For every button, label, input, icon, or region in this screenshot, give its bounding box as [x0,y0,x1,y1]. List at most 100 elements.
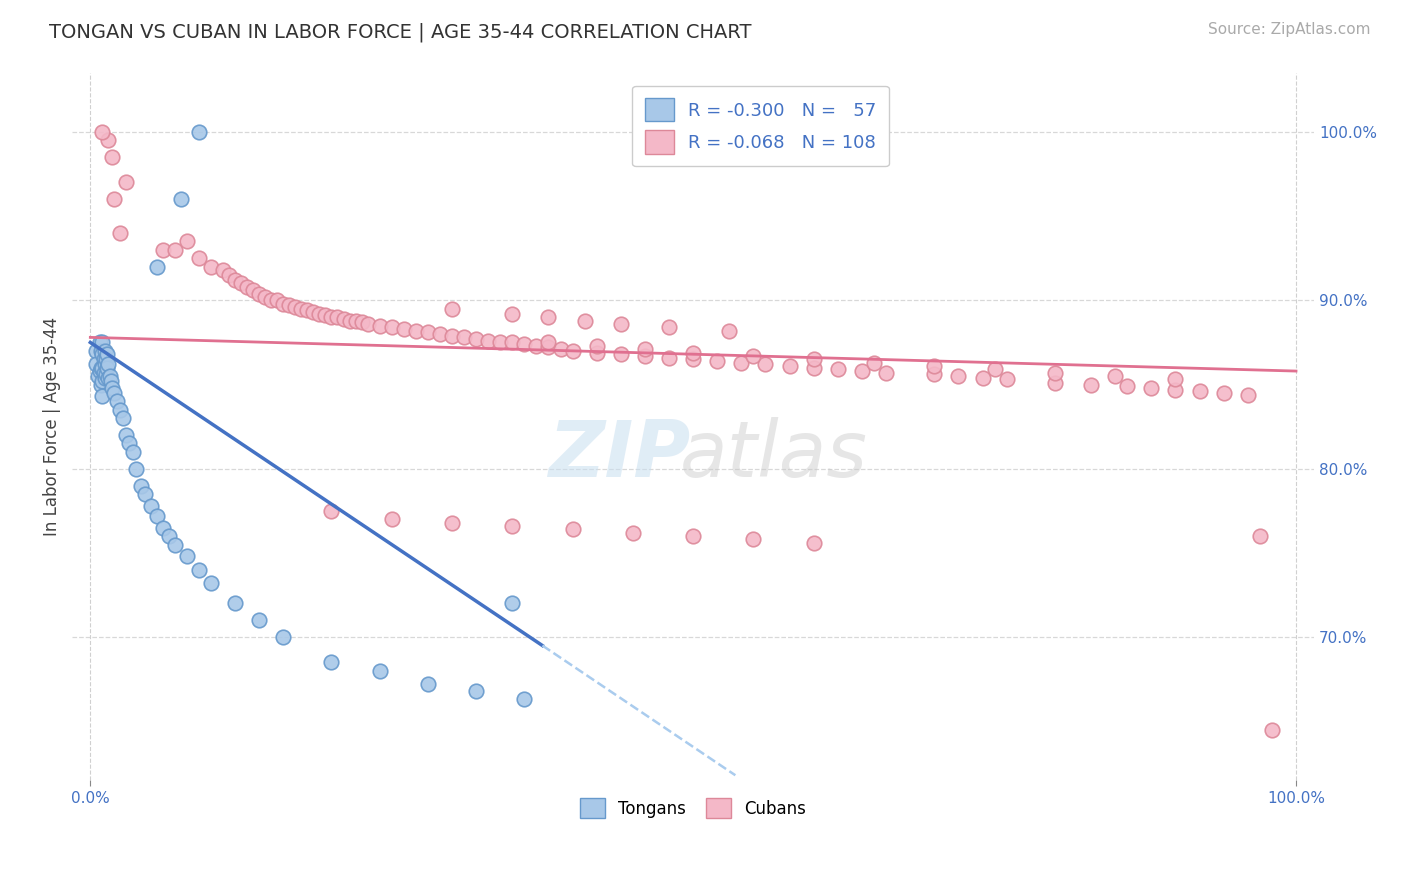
Point [924,359,946,373]
Point [1140,381,1163,395]
Point [803,536,825,550]
Point [284,300,307,314]
Point [851,364,873,378]
Point [163,243,186,257]
Point [827,362,849,376]
Text: Source: ZipAtlas.com: Source: ZipAtlas.com [1208,22,1371,37]
Point [416,326,439,340]
Point [754,357,776,371]
Point [1188,384,1211,399]
Point [1043,376,1066,390]
Point [176,549,198,564]
Point [574,313,596,327]
Point [561,343,583,358]
Point [236,280,259,294]
Point [224,273,246,287]
Point [682,529,704,543]
Point [176,235,198,249]
Point [266,293,288,308]
Point [129,478,152,492]
Point [381,512,404,526]
Point [1043,366,1066,380]
Point [1080,377,1102,392]
Point [187,125,209,139]
Point [326,310,349,325]
Point [314,309,336,323]
Point [100,374,122,388]
Point [440,301,463,316]
Point [110,402,132,417]
Point [948,369,970,384]
Point [537,341,560,355]
Point [101,150,124,164]
Point [489,335,512,350]
Point [621,525,644,540]
Point [863,356,886,370]
Point [103,386,125,401]
Point [501,307,523,321]
Point [260,293,283,308]
Point [501,519,523,533]
Point [115,428,138,442]
Point [96,360,118,375]
Point [94,371,117,385]
Point [121,445,143,459]
Point [321,310,343,325]
Point [152,521,174,535]
Point [125,461,148,475]
Point [271,296,294,310]
Point [94,343,117,358]
Point [90,377,112,392]
Point [86,357,108,371]
Point [170,192,193,206]
Point [501,335,523,350]
Point [440,328,463,343]
Point [103,192,125,206]
Point [321,504,343,518]
Point [91,389,114,403]
Point [392,322,415,336]
Point [350,315,373,329]
Point [247,286,270,301]
Point [706,354,728,368]
Point [344,313,367,327]
Point [730,356,752,370]
Point [86,369,108,384]
Point [139,499,162,513]
Point [368,318,391,333]
Text: ZIP: ZIP [547,417,690,493]
Point [405,324,427,338]
Point [658,351,681,365]
Point [634,342,657,356]
Point [995,372,1018,386]
Point [1212,386,1234,401]
Point [254,290,277,304]
Point [152,243,174,257]
Point [97,133,120,147]
Point [368,664,391,678]
Point [513,337,536,351]
Point [356,317,378,331]
Point [332,311,354,326]
Point [585,345,607,359]
Point [561,522,583,536]
Point [501,597,523,611]
Point [247,613,270,627]
Point [682,345,704,359]
Point [302,305,325,319]
Point [145,508,167,523]
Point [742,349,765,363]
Point [101,381,124,395]
Point [89,364,111,378]
Point [115,176,138,190]
Point [97,357,120,371]
Y-axis label: In Labor Force | Age 35-44: In Labor Force | Age 35-44 [44,317,60,536]
Point [118,436,141,450]
Point [91,335,114,350]
Point [187,563,209,577]
Text: atlas: atlas [681,417,868,493]
Point [105,394,128,409]
Point [93,366,115,380]
Point [803,352,825,367]
Legend: Tongans, Cubans: Tongans, Cubans [574,791,813,825]
